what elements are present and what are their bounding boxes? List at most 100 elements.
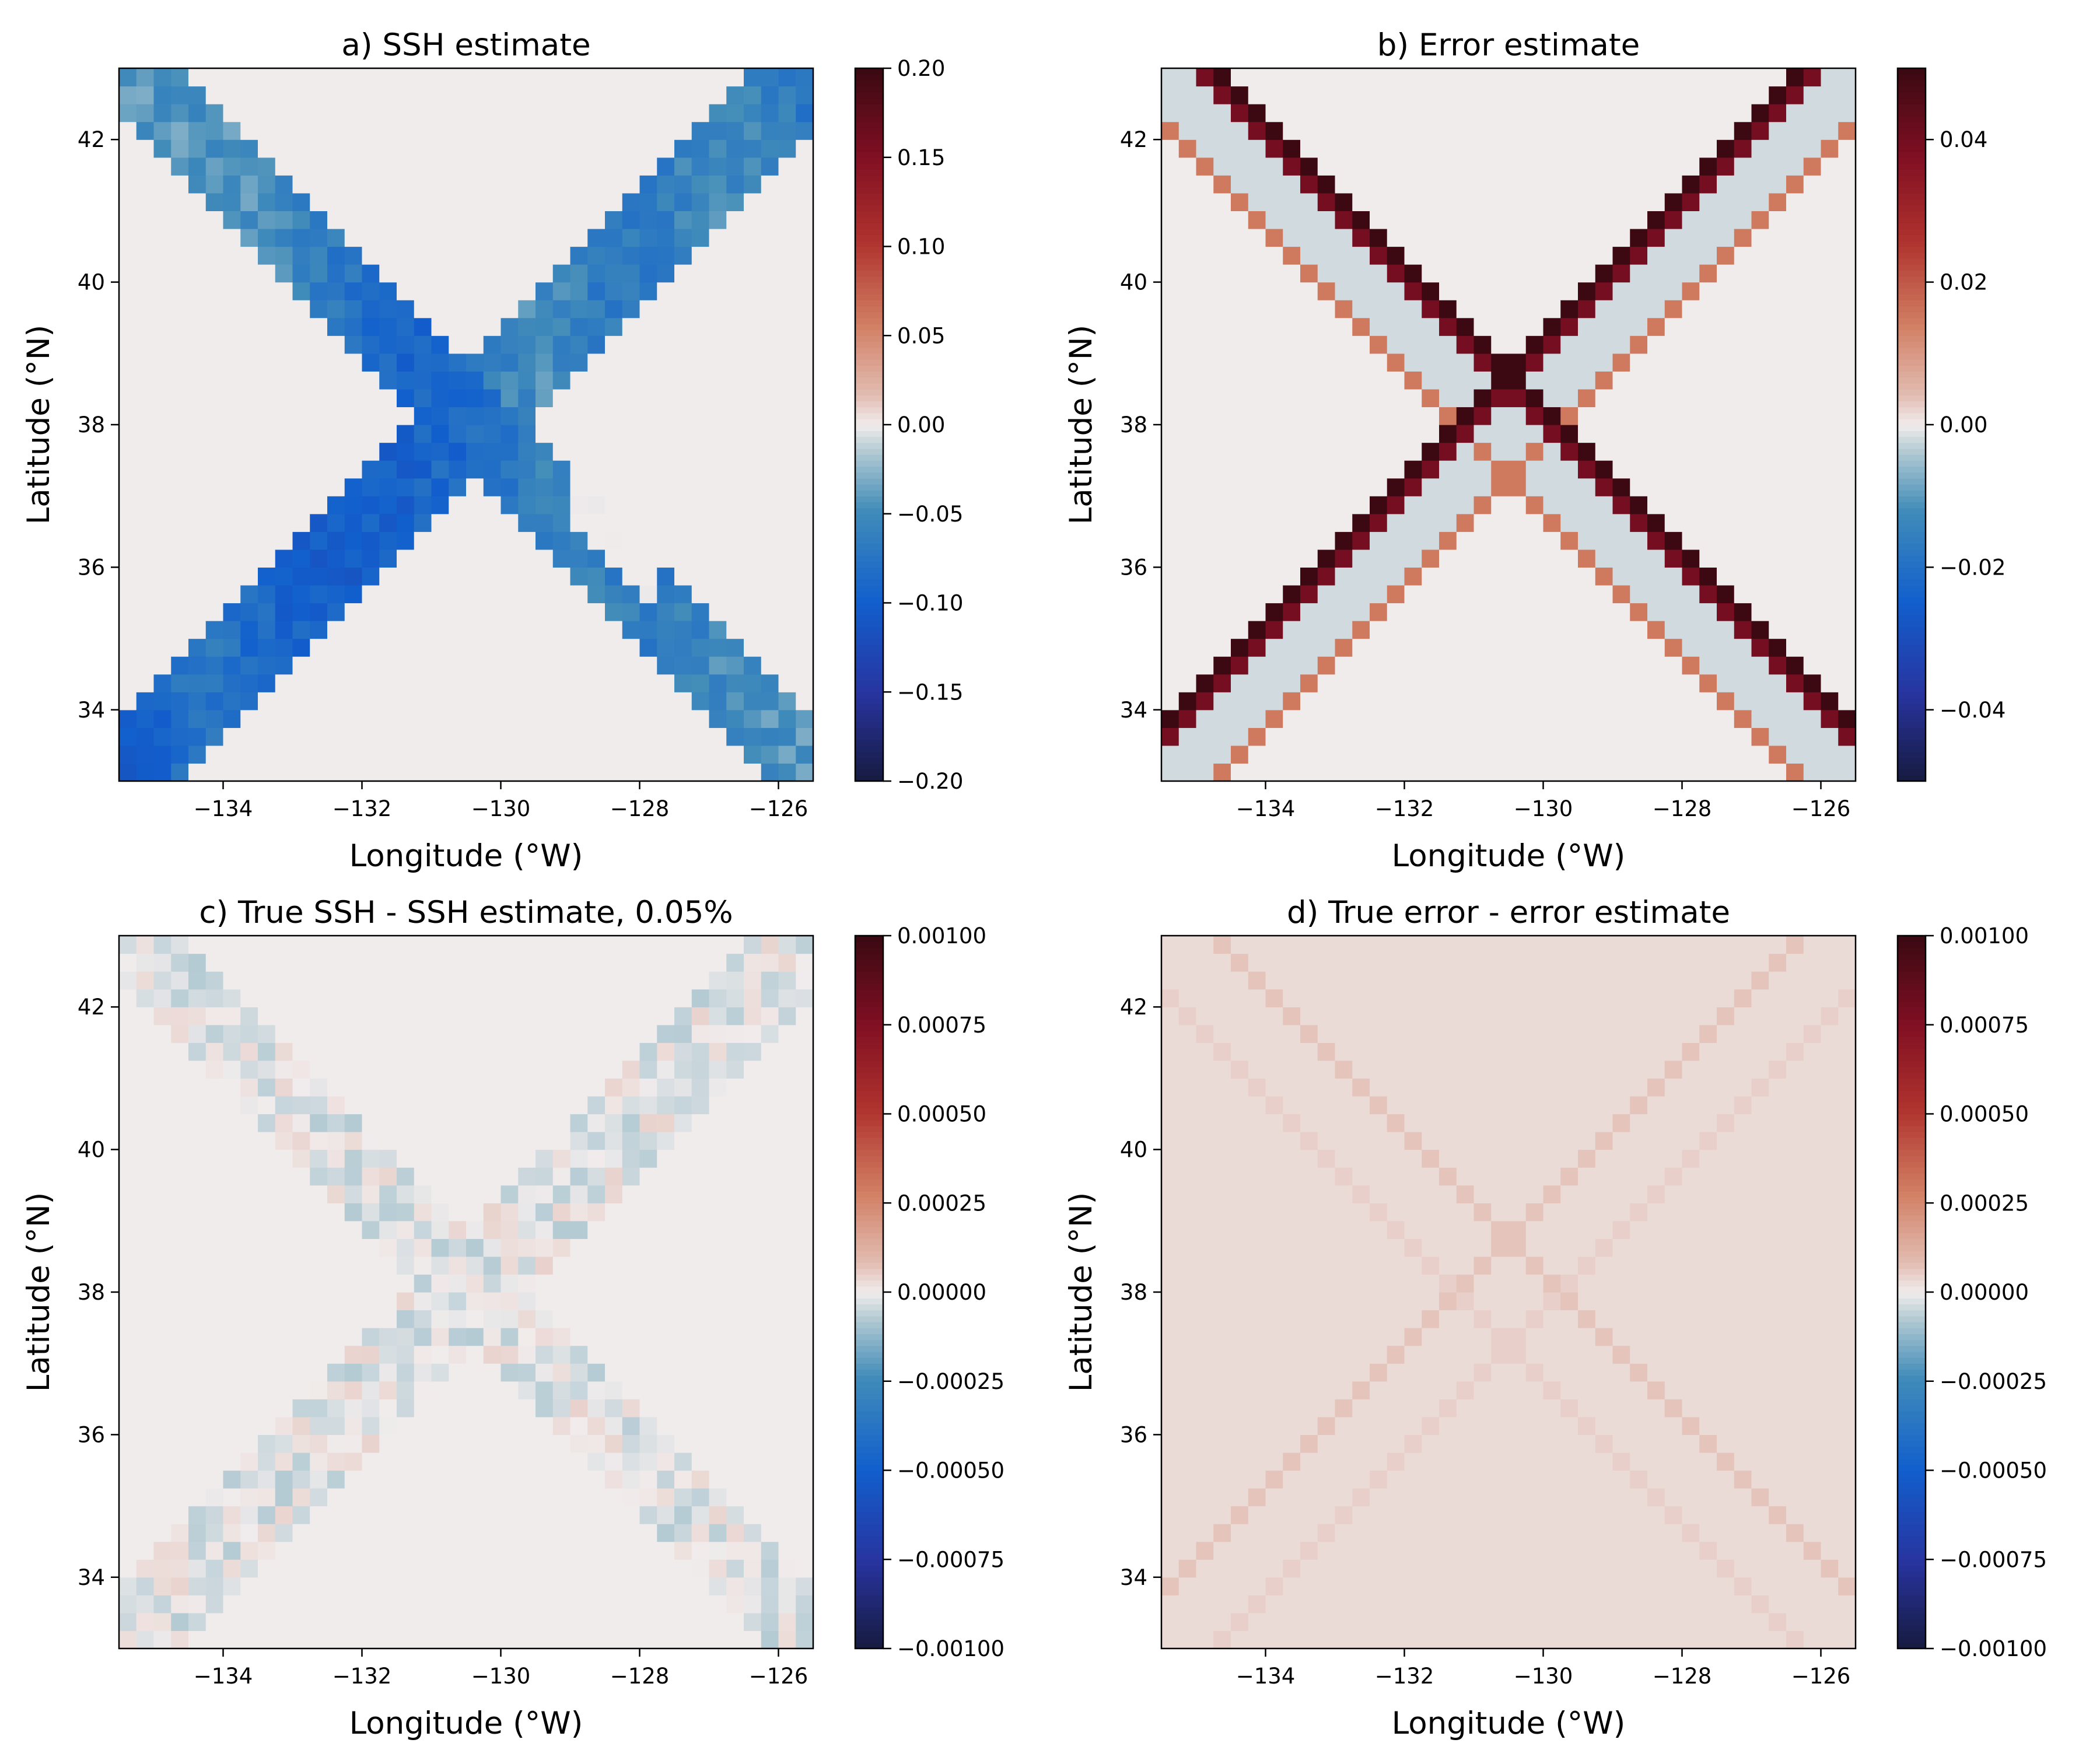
heatmap-cell [605, 1541, 623, 1560]
heatmap-cell [449, 549, 467, 568]
heatmap-cell [570, 121, 588, 140]
heatmap-cell [674, 282, 692, 300]
heatmap-cell [605, 1220, 623, 1239]
heatmap-cell [188, 1612, 206, 1632]
heatmap-cell [1630, 104, 1648, 123]
heatmap-cell [1786, 425, 1804, 443]
heatmap-cell [778, 621, 796, 639]
heatmap-cell [449, 1238, 467, 1257]
heatmap-cell [292, 674, 310, 692]
heatmap-cell [552, 1363, 571, 1382]
heatmap-cell [744, 317, 762, 336]
heatmap-cell [449, 1559, 467, 1578]
heatmap-cell [414, 282, 432, 300]
heatmap-cell [119, 1434, 137, 1453]
heatmap-cell [466, 496, 484, 514]
colorbar-tick-label: 0.20 [897, 56, 945, 81]
heatmap-cell [1682, 531, 1700, 550]
heatmap-cell [379, 1577, 397, 1595]
heatmap-cell [639, 1292, 657, 1311]
heatmap-cell [483, 1149, 502, 1168]
heatmap-cell [414, 1078, 432, 1097]
heatmap-cell [709, 1167, 727, 1186]
heatmap-cell [570, 1524, 588, 1542]
heatmap-cell [1508, 603, 1527, 621]
heatmap-cell [587, 1185, 606, 1203]
heatmap-cell [119, 157, 137, 176]
heatmap-cell [414, 192, 432, 211]
heatmap-cell [744, 674, 762, 692]
heatmap-cell [605, 1042, 623, 1061]
heatmap-cell [1821, 745, 1839, 764]
heatmap-cell [466, 1007, 484, 1026]
heatmap-cell [1821, 300, 1839, 318]
heatmap-cell [327, 971, 345, 990]
heatmap-cell [639, 603, 657, 621]
heatmap-cell [1265, 763, 1283, 782]
heatmap-cell [726, 936, 744, 954]
heatmap-cell [119, 1612, 137, 1632]
heatmap-cell [518, 335, 536, 354]
heatmap-cell [1508, 763, 1527, 782]
heatmap-cell [431, 971, 449, 990]
heatmap-cell [379, 1470, 397, 1489]
heatmap-cell [1664, 104, 1683, 123]
heatmap-cell [639, 104, 657, 123]
heatmap-cell [1682, 228, 1700, 247]
heatmap-cell [136, 1292, 155, 1311]
heatmap-cell [1595, 442, 1614, 461]
heatmap-cell [1300, 549, 1318, 568]
heatmap-cell [622, 1167, 640, 1186]
heatmap-cell [119, 1416, 137, 1435]
heatmap-cell [501, 1185, 519, 1203]
heatmap-cell [501, 1452, 519, 1471]
y-tick-label: 36 [78, 555, 105, 580]
heatmap-cell [1838, 425, 1856, 443]
heatmap-cell [657, 1238, 675, 1257]
heatmap-cell [1803, 192, 1822, 211]
heatmap-cell [1699, 353, 1717, 372]
heatmap-cell [674, 317, 692, 336]
heatmap-cell [1352, 317, 1370, 336]
colorbar-segment [1898, 727, 1926, 734]
heatmap-cell [379, 971, 397, 990]
heatmap-cell [171, 1434, 189, 1453]
heatmap-cell [171, 1024, 189, 1043]
heatmap-cell [1508, 264, 1527, 283]
heatmap-cell [1439, 317, 1457, 336]
heatmap-cell [1630, 371, 1648, 390]
heatmap-cell [449, 1434, 467, 1453]
heatmap-cell [466, 1541, 484, 1560]
heatmap-cell [552, 745, 571, 764]
heatmap-cell [674, 460, 692, 479]
heatmap-cell [1161, 496, 1180, 514]
heatmap-cell [639, 317, 657, 336]
heatmap-cell [778, 407, 796, 425]
colorbar-segment [855, 163, 883, 170]
heatmap-cell [397, 936, 415, 954]
heatmap-cell [275, 953, 293, 972]
heatmap-cell [778, 709, 796, 728]
heatmap-cell [1682, 86, 1700, 104]
heatmap-cell [536, 1256, 554, 1275]
heatmap-cell [1664, 282, 1683, 300]
heatmap-cell [1664, 228, 1683, 247]
colorbar-segment [1898, 442, 1926, 449]
heatmap-cell [1612, 567, 1630, 586]
heatmap-cell [136, 407, 155, 425]
heatmap-cell [657, 763, 675, 782]
heatmap-cell [587, 353, 606, 372]
heatmap-cell [362, 317, 380, 336]
heatmap-cell [431, 192, 449, 211]
heatmap-cell [1803, 157, 1822, 176]
panel-ssh-residual: −134 −132 −130 −128 −1263436384042Longitude … [21, 895, 1005, 1741]
heatmap-cell [657, 157, 675, 176]
heatmap-cell [292, 139, 310, 158]
heatmap-cell [466, 1024, 484, 1043]
heatmap-cell [1248, 584, 1266, 604]
heatmap-cell [1838, 531, 1856, 550]
heatmap-cell [501, 709, 519, 728]
heatmap-cell [1231, 763, 1249, 782]
heatmap-cell [1248, 603, 1266, 621]
heatmap-cell [1786, 335, 1804, 354]
